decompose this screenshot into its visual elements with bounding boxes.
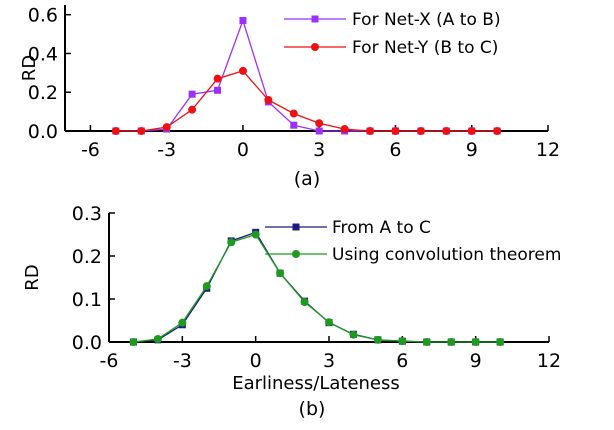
data-point [471, 338, 480, 346]
data-point [188, 90, 196, 98]
data-point [264, 95, 273, 104]
chart-caption: (a) [294, 168, 320, 190]
data-point [349, 330, 358, 339]
y-tick-label: 0.6 [28, 5, 58, 27]
data-point [496, 338, 505, 346]
data-point [202, 282, 211, 291]
series-line [115, 70, 498, 132]
legend-label: For Net-Y (B to C) [352, 38, 498, 58]
y-tick-label: 0.0 [72, 332, 102, 354]
data-point [214, 86, 222, 94]
data-point [129, 338, 138, 346]
data-point [251, 230, 260, 239]
legend-marker [311, 43, 319, 51]
data-point [111, 127, 120, 135]
legend-marker [292, 223, 300, 231]
data-point [325, 318, 333, 327]
series-1 [112, 17, 501, 135]
x-tick-label: 9 [466, 139, 478, 161]
x-tick-label: 3 [323, 350, 335, 372]
y-tick-label: 0.0 [28, 121, 58, 143]
x-tick-label: -6 [100, 350, 119, 372]
y-tick-label: 0.3 [72, 203, 102, 225]
data-point [276, 269, 285, 278]
chart-caption: (b) [299, 398, 326, 420]
y-tick-label: 0.2 [28, 82, 58, 104]
data-point [162, 123, 171, 132]
series-2 [111, 66, 502, 135]
x-tick-label: 3 [313, 139, 325, 161]
y-tick-label: 0.2 [72, 246, 102, 268]
x-tick-label: 6 [396, 350, 408, 372]
x-tick-label: -6 [81, 139, 100, 161]
y-axis-title: RD [22, 264, 43, 290]
data-point [442, 127, 451, 135]
data-point [422, 338, 431, 346]
data-point [178, 318, 187, 327]
series-line [133, 233, 501, 343]
data-point [315, 127, 323, 135]
data-point [398, 337, 407, 346]
data-point [239, 17, 247, 25]
x-tick-label: 0 [250, 350, 262, 372]
x-tick-label: -3 [173, 350, 192, 372]
data-point [289, 109, 298, 118]
x-tick-label: 12 [536, 139, 560, 161]
legend-entry: From A to C [265, 218, 431, 238]
data-point [493, 127, 502, 135]
data-point [416, 127, 425, 135]
legend-marker [292, 250, 300, 258]
legend-label: For Net-X (A to B) [352, 10, 501, 30]
series-2 [129, 230, 505, 346]
data-point [290, 121, 298, 129]
data-point [238, 66, 247, 75]
data-point [447, 338, 456, 346]
x-tick-label: 9 [470, 350, 482, 372]
x-tick-label: 6 [389, 139, 401, 161]
data-point [467, 127, 476, 135]
data-point [391, 127, 400, 135]
chart-a: -6 -3 0 3 6 9 12 0.0 0.2 0.4 0.6 RD (a) For Net-X (A … [19, 5, 560, 190]
data-point [153, 334, 162, 343]
data-point [373, 335, 382, 344]
legend-label: Using convolution theorem [332, 245, 561, 265]
legend-entry: For Net-X (A to B) [284, 10, 501, 30]
x-axis-title: Earliness/Lateness [232, 373, 400, 394]
x-tick-label: 12 [537, 350, 561, 372]
legend-label: From A to C [332, 218, 431, 238]
data-point [366, 127, 375, 135]
data-point [300, 298, 309, 307]
chart-b: -6 -3 0 3 6 9 12 0.0 0.1 0.2 0.3 RD Earliness/Latene… [22, 203, 561, 420]
legend-entry: For Net-Y (B to C) [284, 38, 498, 58]
x-tick-label: 0 [237, 139, 249, 161]
y-tick-label: 0.1 [72, 289, 102, 311]
data-point [213, 74, 222, 83]
legend-entry: Using convolution theorem [265, 245, 561, 265]
data-point [188, 105, 197, 114]
data-point [227, 238, 236, 247]
y-axis-title: RD [19, 55, 40, 81]
data-point [137, 127, 146, 135]
y-tick-label: 0.4 [28, 43, 58, 65]
legend-marker [311, 15, 319, 23]
data-point [315, 119, 324, 128]
x-tick-label: -3 [157, 139, 176, 161]
data-point [340, 125, 349, 134]
